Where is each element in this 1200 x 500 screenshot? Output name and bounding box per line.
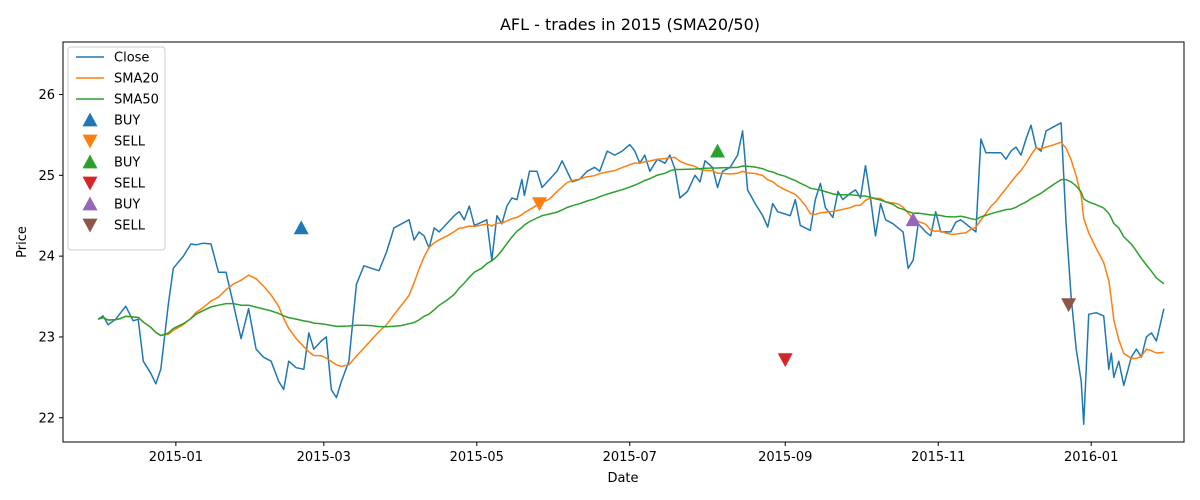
y-tick-label: 22 (38, 411, 55, 426)
plot-frame (62, 41, 1185, 443)
series-sma20-line (97, 141, 1164, 368)
buy-marker-2 (710, 143, 726, 158)
y-tick-label: 24 (38, 250, 55, 265)
sell-marker-1 (531, 197, 547, 212)
sell-marker-2 (777, 353, 793, 368)
legend-marker-sell-8 (82, 218, 98, 233)
legend-label: BUY (114, 198, 140, 213)
x-tick-label: 2015-11 (911, 450, 965, 465)
buy-marker-1 (293, 220, 309, 235)
legend-marker-sell-6 (82, 176, 98, 191)
sell-marker-3 (1061, 298, 1077, 313)
y-tick-label: 25 (38, 169, 55, 184)
legend-box (67, 46, 166, 251)
x-tick-label: 2015-01 (149, 450, 203, 465)
legend: Close SMA20 SMA50 BUY SELL BUY SELL BUY SELL (67, 46, 166, 251)
legend-marker-sell-4 (82, 134, 98, 149)
x-tick-label: 2015-03 (297, 450, 351, 465)
x-tick-label: 2015-05 (450, 450, 504, 465)
x-tick-label: 2015-07 (603, 450, 657, 465)
legend-label: SMA50 (114, 93, 159, 108)
y-axis-label: Price (15, 226, 30, 258)
legend-label: Close (114, 51, 149, 66)
legend-marker-buy-3 (82, 112, 98, 127)
y-tick-label: 26 (38, 88, 55, 103)
x-axis: 2015-01 2015-03 2015-05 2015-07 2015-09 2015-… (149, 442, 1118, 465)
chart-title: AFL - trades in 2015 (SMA20/50) (500, 15, 760, 34)
x-tick-label: 2015-09 (758, 450, 812, 465)
legend-label: SMA20 (114, 72, 159, 87)
series-sma50-line (97, 165, 1165, 337)
y-tick-label: 23 (38, 330, 55, 345)
legend-marker-buy-5 (82, 154, 98, 169)
x-axis-label: Date (607, 471, 638, 486)
buy-marker-3 (905, 212, 921, 227)
legend-label: SELL (114, 135, 146, 150)
plot-area (97, 122, 1165, 425)
legend-label: SELL (114, 177, 146, 192)
x-tick-label: 2016-01 (1064, 450, 1118, 465)
y-axis: 22 23 24 25 26 (38, 88, 63, 426)
legend-label: BUY (114, 114, 140, 129)
legend-marker-buy-7 (82, 196, 98, 211)
series-close-line (97, 122, 1165, 425)
legend-label: SELL (114, 219, 146, 234)
legend-label: BUY (114, 156, 140, 171)
